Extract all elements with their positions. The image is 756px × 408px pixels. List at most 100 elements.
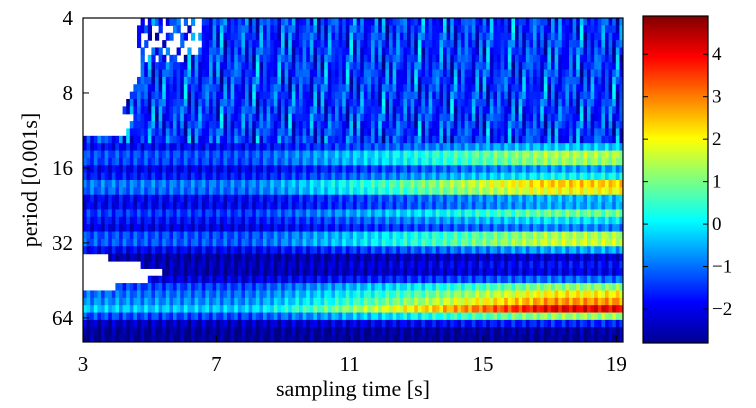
heatmap-cell: [126, 246, 131, 255]
heatmap-cell: [353, 172, 358, 181]
heatmap-cell: [579, 135, 584, 144]
heatmap-cell: [529, 253, 534, 262]
heatmap-cell: [356, 150, 361, 159]
heatmap-cell: [518, 128, 523, 137]
heatmap-cell: [263, 47, 268, 56]
heatmap-cell: [396, 106, 401, 115]
heatmap-cell: [288, 268, 293, 277]
heatmap-cell: [277, 25, 282, 34]
heatmap-cell: [317, 268, 322, 277]
heatmap-cell: [349, 25, 354, 34]
heatmap-cell: [291, 253, 296, 262]
heatmap-cell: [97, 202, 102, 211]
heatmap-cell: [414, 121, 419, 130]
heatmap-cell: [389, 224, 394, 233]
heatmap-cell: [493, 238, 498, 247]
heatmap-cell: [547, 172, 552, 181]
heatmap-cell: [324, 216, 329, 225]
heatmap-cell: [522, 157, 527, 166]
heatmap-cell: [493, 47, 498, 56]
heatmap-cell: [363, 150, 368, 159]
heatmap-cell: [554, 224, 559, 233]
heatmap-cell: [565, 91, 570, 100]
heatmap-cell: [389, 25, 394, 34]
heatmap-cell: [619, 91, 623, 100]
heatmap-cell: [482, 150, 487, 159]
heatmap-cell: [191, 172, 196, 181]
heatmap-cell: [266, 76, 271, 85]
heatmap-cell: [403, 47, 408, 56]
heatmap-cell: [173, 25, 178, 34]
heatmap-cell: [245, 84, 250, 93]
heatmap-cell: [241, 47, 246, 56]
heatmap-cell: [461, 32, 466, 41]
heatmap-cell: [594, 99, 599, 107]
heatmap-cell: [342, 224, 347, 233]
heatmap-cell: [198, 275, 203, 284]
heatmap-cell: [468, 172, 473, 181]
heatmap-cell: [457, 128, 462, 137]
heatmap-cell: [259, 25, 264, 34]
heatmap-cell: [234, 150, 239, 159]
heatmap-cell: [302, 275, 307, 284]
heatmap-cell: [273, 275, 278, 284]
heatmap-cell: [317, 32, 322, 41]
heatmap-cell: [219, 62, 224, 71]
heatmap-cell: [403, 40, 408, 49]
heatmap-cell: [252, 261, 257, 269]
heatmap-cell: [259, 76, 264, 85]
heatmap-cell: [126, 165, 131, 174]
heatmap-cell: [432, 172, 437, 181]
heatmap-cell: [349, 54, 354, 63]
heatmap-cell: [252, 91, 257, 100]
heatmap-cell: [122, 209, 127, 218]
heatmap-cell: [252, 40, 257, 49]
heatmap-cell: [97, 157, 102, 166]
heatmap-cell: [371, 165, 376, 174]
heatmap-cell: [219, 172, 224, 181]
heatmap-cell: [234, 135, 239, 144]
heatmap-cell: [356, 209, 361, 218]
heatmap-cell: [209, 121, 214, 130]
heatmap-cell: [547, 25, 552, 34]
heatmap-cell: [565, 261, 570, 269]
heatmap-cell: [486, 246, 491, 255]
heatmap-cell: [234, 224, 239, 233]
heatmap-cell: [435, 84, 440, 93]
heatmap-cell: [385, 202, 390, 211]
heatmap-cell: [461, 165, 466, 174]
heatmap-cell: [615, 150, 620, 159]
heatmap-cell: [378, 54, 383, 63]
heatmap-cell: [216, 216, 221, 225]
heatmap-cell: [104, 238, 109, 247]
heatmap-cell: [428, 32, 433, 41]
heatmap-cell: [104, 216, 109, 225]
heatmap-cell: [533, 194, 538, 203]
heatmap-cell: [317, 238, 322, 247]
heatmap-cell: [299, 32, 304, 41]
heatmap-cell: [374, 76, 379, 85]
heatmap-cell: [302, 143, 307, 152]
heatmap-cell: [410, 113, 415, 122]
heatmap-cell: [198, 268, 203, 277]
heatmap-cell: [90, 202, 95, 211]
heatmap-cell: [248, 172, 253, 181]
heatmap-cell: [137, 32, 142, 41]
heatmap-cell: [227, 84, 232, 93]
heatmap-cell: [443, 172, 448, 181]
heatmap-cell: [583, 216, 588, 225]
heatmap-cell: [392, 231, 397, 240]
heatmap-cell: [435, 165, 440, 174]
heatmap-cell: [471, 18, 476, 26]
heatmap-cell: [360, 275, 365, 284]
heatmap-cell: [414, 76, 419, 85]
heatmap-cell: [140, 246, 145, 255]
heatmap-cell: [533, 202, 538, 211]
heatmap-cell: [284, 32, 289, 41]
heatmap-cell: [162, 99, 167, 107]
heatmap-cell: [435, 194, 440, 203]
heatmap-cell: [443, 150, 448, 159]
heatmap-cell: [309, 106, 314, 115]
heatmap-cell: [155, 99, 160, 107]
heatmap-cell: [140, 150, 145, 159]
